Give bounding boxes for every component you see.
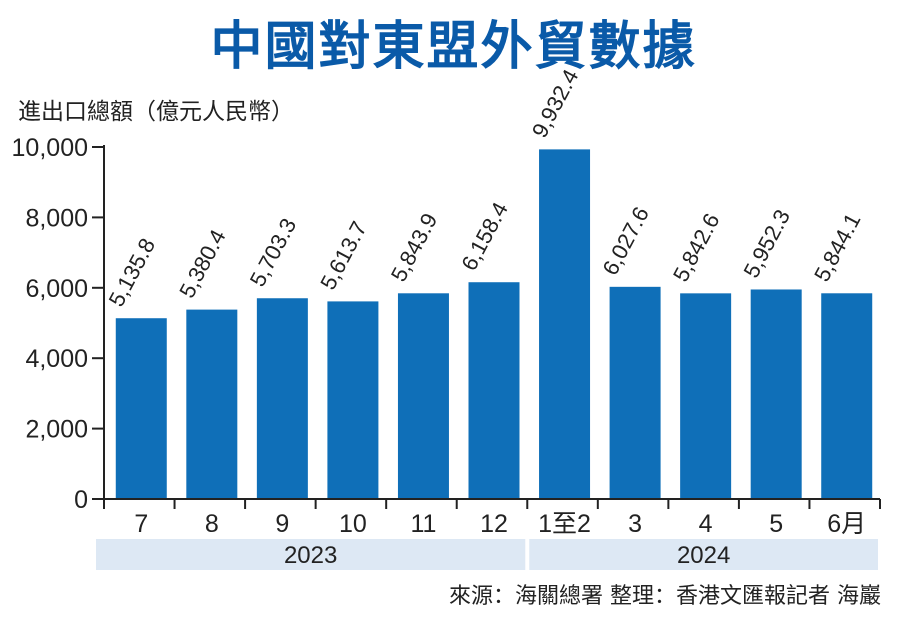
y-tick-label: 8,000 [25, 204, 88, 232]
bar-value-label: 5,135.8 [104, 234, 161, 311]
x-tick-label: 8 [205, 510, 219, 538]
bar [821, 293, 873, 499]
bar-value-label: 9,932.4 [527, 65, 584, 142]
y-tick-label: 4,000 [25, 345, 88, 373]
bar [327, 301, 379, 499]
bar [397, 293, 449, 499]
bar-value-label: 5,380.4 [174, 225, 231, 302]
y-tick-label: 2,000 [25, 416, 88, 444]
bar-value-label: 5,613.7 [315, 217, 372, 294]
bar-value-label: 5,844.1 [809, 209, 866, 286]
bar [256, 298, 308, 499]
source-note: 來源：海關總署 整理：香港文匯報記者 海巖 [449, 584, 881, 609]
y-tick-label: 0 [74, 486, 88, 514]
year-label: 2023 [284, 542, 337, 569]
bar [609, 286, 661, 499]
bar-value-label: 6,027.6 [597, 203, 654, 280]
x-tick-label: 3 [628, 510, 642, 538]
y-tick-label: 10,000 [12, 134, 88, 162]
x-tick-label: 4 [699, 510, 713, 538]
x-tick-label: 1至2 [538, 510, 591, 538]
chart-title: 中國對東盟外貿數據 [210, 17, 697, 77]
bar-value-label: 5,843.9 [386, 209, 443, 286]
x-tick-label: 6月 [827, 510, 866, 538]
y-axis-label: 進出口總額（億元人民幣） [18, 99, 294, 125]
year-band [529, 539, 878, 570]
bar [539, 149, 591, 499]
bar-value-label: 5,842.6 [668, 209, 725, 286]
bar-value-label: 5,703.3 [245, 214, 302, 291]
x-tick-label: 9 [275, 510, 289, 538]
y-tick-label: 6,000 [25, 275, 88, 303]
bar-value-label: 6,158.4 [456, 198, 513, 275]
bar [750, 289, 802, 499]
x-tick-label: 11 [410, 510, 436, 538]
x-tick-label: 7 [134, 510, 148, 538]
bar [680, 293, 732, 499]
bar [186, 309, 238, 499]
bar [468, 282, 520, 499]
x-tick-label: 12 [480, 510, 508, 538]
year-label: 2024 [677, 542, 730, 569]
bar [115, 318, 167, 499]
x-tick-label: 10 [339, 510, 367, 538]
x-tick-label: 5 [769, 510, 783, 538]
year-band [96, 539, 526, 570]
bar-value-label: 5,952.3 [739, 205, 796, 282]
